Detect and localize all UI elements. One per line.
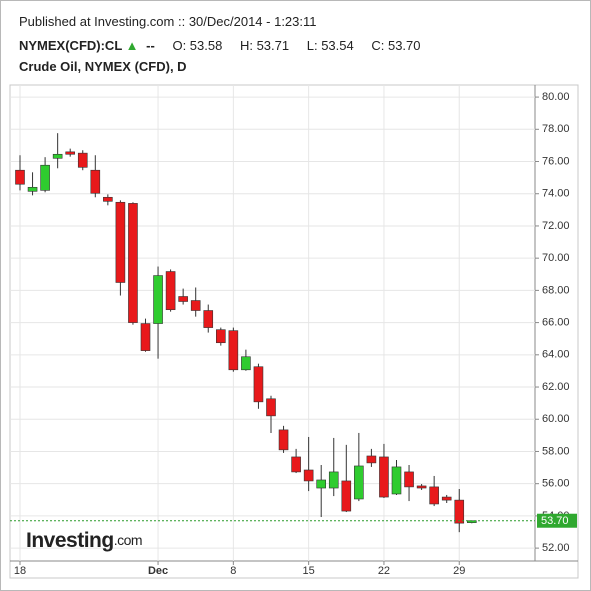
y-tick-label: 68.00 <box>542 284 570 296</box>
low: L: 53.54 <box>306 38 354 53</box>
x-tick-label: 18 <box>14 565 26 577</box>
y-tick-label: 62.00 <box>542 381 570 393</box>
candle-body <box>303 469 314 482</box>
x-tick-label: 29 <box>453 565 465 577</box>
x-tick-label: Dec <box>148 565 168 577</box>
y-tick-label: 72.00 <box>542 220 570 232</box>
candle-body <box>90 169 101 194</box>
y-tick-label: 64.00 <box>542 349 570 361</box>
candle-body <box>65 151 75 155</box>
symbol: NYMEX(CFD):CL <box>19 38 123 53</box>
x-tick-label: 15 <box>303 565 315 577</box>
watermark: Investing.com <box>26 529 142 552</box>
published: Published at Investing.com :: 30/Dec/201… <box>19 14 317 29</box>
watermark-brand: Investing <box>26 529 114 552</box>
y-tick-label: 60.00 <box>542 413 570 425</box>
candle-body <box>266 398 276 417</box>
high: H: 53.71 <box>239 38 290 53</box>
y-tick-label: 56.00 <box>542 478 570 490</box>
candle-body <box>216 329 226 344</box>
x-tick-label: 22 <box>378 565 390 577</box>
candle-body <box>52 153 63 159</box>
plot-frame <box>9 84 579 579</box>
candle-body <box>27 186 38 192</box>
candle-body <box>228 330 239 371</box>
candle-body <box>429 486 439 505</box>
candle-body <box>416 485 427 489</box>
candle-body <box>203 310 214 328</box>
candle-body <box>15 169 25 185</box>
direction: ▲ <box>125 38 139 53</box>
watermark-suffix: .com <box>114 532 142 548</box>
x-tick-label: 8 <box>230 565 236 577</box>
last-price-box <box>537 513 577 528</box>
y-tick-label: 66.00 <box>542 317 570 329</box>
candle-body <box>140 323 151 351</box>
candle-body <box>77 152 88 168</box>
candle-body <box>190 300 201 311</box>
candle-body <box>341 480 352 512</box>
y-tick-label: 58.00 <box>542 445 570 457</box>
open: O: 53.58 <box>172 38 223 53</box>
candle-body <box>379 456 389 498</box>
candle-body <box>40 164 50 191</box>
y-tick-label: 76.00 <box>542 155 570 167</box>
candle-body <box>128 203 138 323</box>
candle-body <box>354 465 364 500</box>
y-tick-label: 78.00 <box>542 123 570 135</box>
candle-body <box>441 496 452 501</box>
y-tick-label: 70.00 <box>542 252 570 264</box>
candle-body <box>253 366 264 403</box>
candle-body <box>404 471 414 488</box>
candle-body <box>366 455 377 464</box>
candle-body <box>328 471 339 489</box>
change: -- <box>146 38 155 53</box>
candle-body <box>153 275 163 324</box>
last-price-label: 53.70 <box>541 515 569 527</box>
close: C: 53.70 <box>371 38 421 53</box>
candle-body <box>278 429 289 451</box>
candle-body <box>103 196 113 202</box>
chart-title: Crude Oil, NYMEX (CFD), D <box>19 59 187 74</box>
candle-body <box>165 271 176 311</box>
y-tick-label: 52.00 <box>542 542 570 554</box>
candle-body <box>391 466 402 495</box>
candle-body <box>316 479 327 489</box>
candle-body <box>178 296 188 302</box>
y-tick-label: 74.00 <box>542 188 570 200</box>
candle-body <box>115 201 126 283</box>
quote-line: NYMEX(CFD):CL ▲ -- O: 53.58 H: 53.71 L: … <box>19 38 421 53</box>
candle-body <box>291 456 301 473</box>
y-tick-label: 80.00 <box>542 91 570 103</box>
candle-body <box>454 499 465 524</box>
candle-body <box>241 356 251 371</box>
